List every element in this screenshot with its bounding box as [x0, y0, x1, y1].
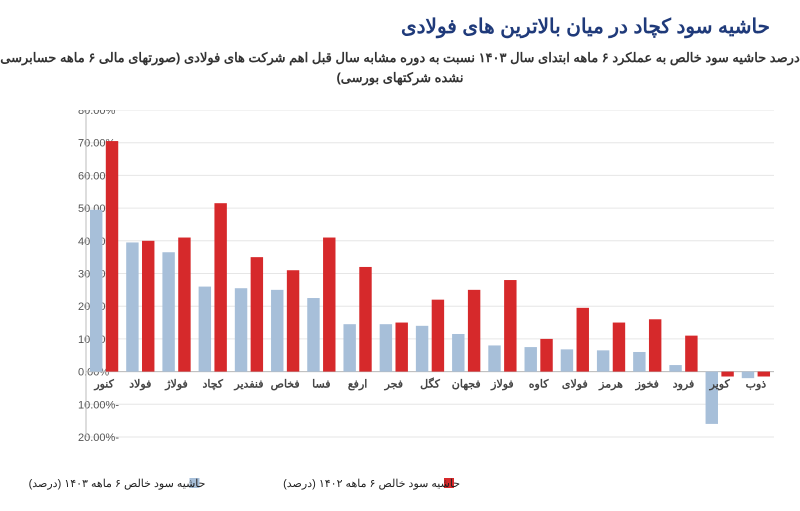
svg-text:ذوب: ذوب	[746, 379, 767, 391]
bar	[162, 252, 174, 371]
subtitle: درصد حاشیه سود خالص به عملکرد ۶ ماهه ابت…	[0, 48, 800, 88]
svg-text:فرود: فرود	[673, 379, 695, 391]
bar	[504, 280, 516, 372]
bar	[613, 323, 625, 372]
bar	[416, 326, 428, 372]
bar	[488, 345, 500, 371]
svg-text:کگل: کگل	[420, 377, 440, 391]
bar	[235, 288, 247, 371]
bar	[343, 324, 355, 371]
bar	[649, 319, 661, 371]
svg-text:-20.00%: -20.00%	[78, 432, 119, 444]
svg-text:فولاد: فولاد	[129, 379, 151, 391]
profit-margin-chart: -20.00%-10.00%0.00%10.00%20.00%30.00%40.…	[16, 110, 784, 501]
svg-text:ارفع: ارفع	[348, 379, 367, 391]
bar	[742, 372, 754, 379]
bar	[758, 372, 770, 377]
svg-text:فولاژ: فولاژ	[164, 379, 188, 391]
svg-text:فسا: فسا	[312, 379, 330, 391]
chart-svg: -20.00%-10.00%0.00%10.00%20.00%30.00%40.…	[16, 110, 784, 501]
bar	[106, 141, 118, 372]
svg-text:فجر: فجر	[384, 379, 403, 391]
svg-text:کچاد: کچاد	[202, 379, 223, 391]
bar	[597, 350, 609, 371]
bar	[395, 323, 407, 372]
svg-text:فولاز: فولاز	[490, 379, 514, 391]
svg-text:فخوز: فخوز	[635, 379, 659, 391]
legend-label: حاشیه سود خالص ۶ ماهه ۱۴۰۳ (درصد)	[29, 478, 206, 490]
bar	[432, 300, 444, 372]
bar	[359, 267, 371, 372]
bar	[178, 238, 190, 372]
bar	[142, 241, 154, 372]
bar	[380, 324, 392, 371]
svg-text:فولای: فولای	[562, 379, 588, 391]
legend-label: حاشیه سود خالص ۶ ماهه ۱۴۰۲ (درصد)	[283, 478, 460, 490]
main-title: حاشیه سود کچاد در میان بالاترین های فولا…	[401, 14, 770, 39]
bar	[633, 352, 645, 372]
bar	[271, 290, 283, 372]
svg-text:فخاص: فخاص	[271, 379, 300, 391]
bar	[468, 290, 480, 372]
bar	[561, 349, 573, 371]
svg-text:هرمز: هرمز	[598, 379, 623, 391]
bar	[307, 298, 319, 372]
bar	[452, 334, 464, 372]
bar	[199, 287, 211, 372]
bar	[323, 238, 335, 372]
svg-text:80.00%: 80.00%	[78, 110, 116, 117]
svg-text:فنفدیر: فنفدیر	[233, 379, 263, 391]
bar	[577, 308, 589, 372]
bar	[669, 365, 681, 372]
bar	[126, 242, 138, 371]
bar	[525, 347, 537, 372]
bar	[251, 257, 263, 371]
bar	[685, 336, 697, 372]
svg-text:کنور: کنور	[93, 379, 114, 391]
bar	[287, 270, 299, 371]
svg-text:فجهان: فجهان	[452, 379, 481, 391]
bar	[540, 339, 552, 372]
svg-text:-10.00%: -10.00%	[78, 399, 119, 411]
bar	[90, 210, 102, 372]
svg-text:کاوه: کاوه	[529, 379, 549, 391]
bar	[214, 203, 226, 371]
svg-text:کویر: کویر	[709, 379, 731, 391]
bar	[721, 372, 733, 377]
